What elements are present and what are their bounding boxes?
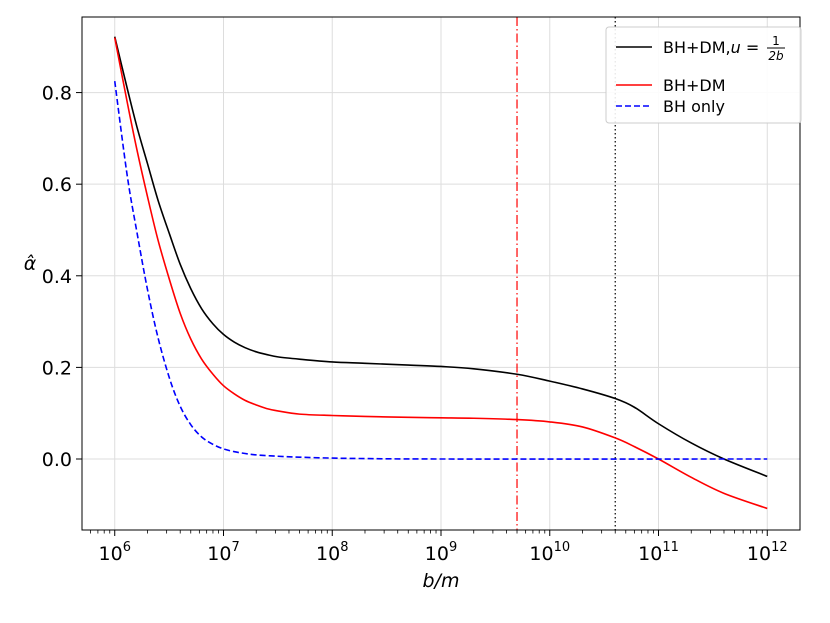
y-axis-label: α̂ (24, 253, 37, 275)
x-tick-label: 108 (316, 540, 348, 565)
legend-label: BH+DM,u = (663, 38, 759, 57)
legend-box (605, 26, 802, 124)
x-axis-ticks: 106 107 108 109 1010 1011 1012 (99, 530, 788, 565)
y-tick-label: 0.8 (42, 83, 72, 105)
x-tick-label: 1010 (529, 540, 570, 565)
x-tick-label: 107 (207, 540, 239, 565)
y-tick-label: 0.0 (42, 449, 72, 471)
y-tick-label: 0.6 (42, 174, 72, 196)
series-lines (113, 36, 768, 510)
grid-lines (82, 17, 800, 530)
x-tick-label: 1012 (747, 540, 788, 565)
legend-fraction-numerator: 1 (772, 34, 780, 48)
legend: BH+DM,u = 12b BH+DM BH only (605, 26, 802, 124)
legend-label: BH only (663, 97, 725, 116)
legend-label: BH+DM (663, 76, 726, 95)
minor-ticks (90, 530, 763, 534)
y-axis-ticks: 0.0 0.2 0.4 0.6 0.8 (42, 83, 82, 471)
series-bh-only (113, 81, 768, 460)
series-bh-dm (113, 37, 768, 510)
x-axis-label: b/m (423, 570, 460, 592)
x-tick-label: 1011 (638, 540, 679, 565)
series-bh-dm-u (113, 36, 768, 478)
y-tick-label: 0.2 (42, 357, 72, 379)
x-tick-label: 106 (99, 540, 131, 565)
y-tick-label: 0.4 (42, 266, 72, 288)
legend-fraction-denominator: 2b (768, 49, 784, 63)
x-tick-label: 109 (425, 540, 457, 565)
